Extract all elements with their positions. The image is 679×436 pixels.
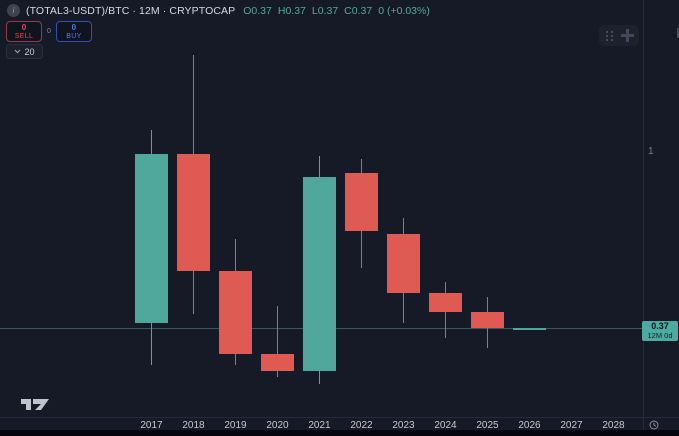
candle-2022	[345, 172, 378, 231]
candle-2020	[261, 353, 294, 372]
price-axis[interactable]	[643, 0, 644, 430]
time-axis-label-2019: 2019	[224, 420, 247, 431]
tradingview-logo[interactable]	[20, 397, 50, 412]
chevron-down-icon	[15, 49, 21, 54]
close-value: C0.37	[344, 4, 373, 17]
info-icon[interactable]: i	[7, 4, 20, 17]
chart-legend: i (TOTAL3-USDT)/BTC · 12M · CRYPTOCAP O0…	[7, 4, 430, 17]
price-tick-label: 1	[648, 146, 654, 157]
time-axis-label-2025: 2025	[476, 420, 499, 431]
candle-2019	[219, 271, 252, 354]
ohlc-values: O0.37 H0.37 L0.37 C0.37 0 (+0.03%)	[243, 5, 430, 17]
sell-price: 0	[21, 22, 27, 32]
buy-price: 0	[71, 22, 77, 32]
candle-2017	[135, 153, 168, 324]
bar-countdown: 12M 0d	[647, 331, 673, 341]
floating-toolbar	[599, 25, 639, 46]
drag-handle-icon[interactable]	[605, 30, 614, 42]
time-axis-label-2022: 2022	[350, 420, 373, 431]
time-axis-label-2024: 2024	[434, 420, 457, 431]
time-axis[interactable]	[0, 417, 679, 418]
candle-2026	[513, 328, 546, 330]
buy-button[interactable]: 0 BUY	[55, 21, 92, 42]
time-axis-label-2017: 2017	[140, 420, 163, 431]
window-bottom-edge	[0, 430, 679, 436]
time-axis-label-2026: 2026	[518, 420, 541, 431]
candle-2018	[177, 153, 210, 272]
dropdown-20[interactable]: 20	[6, 44, 43, 59]
symbol-title[interactable]: (TOTAL3-USDT)/BTC · 12M · CRYPTOCAP	[26, 4, 236, 17]
low-value: L0.37	[311, 4, 339, 17]
chart-plot-area[interactable]	[0, 0, 643, 417]
time-axis-label-2023: 2023	[392, 420, 415, 431]
candle-2024	[429, 293, 462, 312]
last-price-badge: 0.37 12M 0d	[642, 321, 678, 341]
candle-2025	[471, 312, 504, 328]
time-axis-label-2021: 2021	[308, 420, 331, 431]
time-axis-label-2028: 2028	[602, 420, 625, 431]
trade-panel: 0 SELL 0 0 BUY	[6, 21, 92, 42]
time-axis-label-2018: 2018	[182, 420, 205, 431]
sell-label: SELL	[14, 32, 34, 40]
open-value: O0.37	[243, 4, 272, 17]
candle-2021	[303, 176, 336, 372]
time-axis-label-2027: 2027	[560, 420, 583, 431]
dropdown-value: 20	[24, 46, 35, 57]
sell-button[interactable]: 0 SELL	[6, 21, 42, 42]
candle-2023	[387, 233, 420, 294]
high-value: H0.37	[277, 4, 306, 17]
clock-icon[interactable]	[649, 420, 659, 430]
time-axis-label-2020: 2020	[266, 420, 289, 431]
spread-value: 0	[47, 28, 51, 35]
change-value: 0 (+0.03%)	[378, 4, 430, 17]
candle-wick-2020	[276, 305, 279, 378]
scrollbar-thumb[interactable]	[677, 28, 679, 38]
last-price-value: 0.37	[651, 321, 669, 332]
plus-crosshair-icon[interactable]	[620, 29, 634, 42]
buy-label: BUY	[66, 32, 82, 40]
